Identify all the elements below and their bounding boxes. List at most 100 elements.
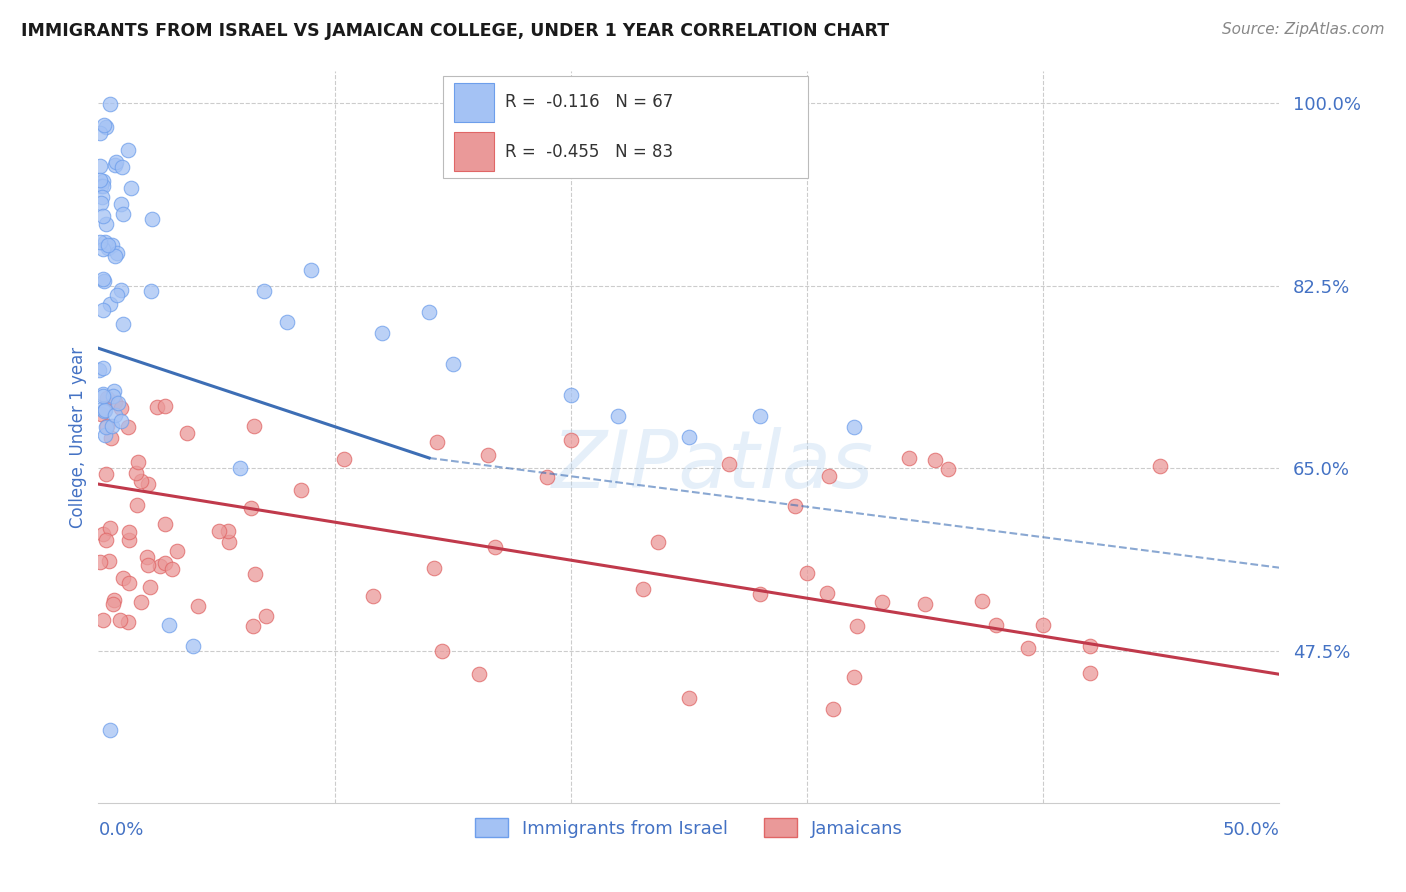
- Point: [872, 595, 894, 609]
- Point: [160, 562, 183, 576]
- Text: R =  -0.116   N = 67: R = -0.116 N = 67: [505, 94, 673, 112]
- Point: [129, 594, 152, 608]
- Point: [467, 667, 489, 681]
- Point: [89, 235, 111, 250]
- Point: [104, 408, 127, 422]
- Point: [1078, 666, 1101, 681]
- Point: [153, 556, 176, 570]
- Point: [93, 387, 115, 401]
- Point: [477, 448, 499, 462]
- Point: [125, 498, 148, 512]
- Point: [718, 457, 741, 471]
- Point: [89, 554, 111, 568]
- Point: [129, 475, 152, 489]
- Point: [96, 391, 118, 405]
- Point: [631, 582, 654, 596]
- Point: [93, 178, 115, 193]
- Text: 0.0%: 0.0%: [98, 821, 143, 839]
- Point: [155, 399, 177, 413]
- Point: [332, 452, 354, 467]
- Point: [91, 401, 114, 416]
- Point: [984, 618, 1007, 632]
- Point: [138, 580, 160, 594]
- Point: [103, 593, 125, 607]
- Point: [96, 419, 118, 434]
- Point: [136, 558, 159, 572]
- Point: [89, 159, 111, 173]
- Point: [96, 533, 118, 547]
- Point: [484, 540, 506, 554]
- Point: [796, 566, 818, 580]
- Point: [117, 615, 139, 629]
- Point: [105, 288, 128, 302]
- Point: [229, 461, 252, 475]
- Point: [100, 431, 122, 445]
- Point: [104, 394, 127, 409]
- Point: [93, 403, 115, 417]
- Point: [136, 549, 159, 564]
- Point: [117, 143, 139, 157]
- Point: [127, 455, 149, 469]
- Point: [139, 284, 162, 298]
- Point: [972, 593, 994, 607]
- Point: [90, 196, 112, 211]
- Point: [98, 521, 121, 535]
- Point: [94, 218, 117, 232]
- Point: [1080, 639, 1102, 653]
- Point: [107, 396, 129, 410]
- Point: [118, 575, 141, 590]
- Point: [93, 274, 115, 288]
- Point: [146, 400, 169, 414]
- Point: [187, 599, 209, 614]
- Point: [98, 296, 121, 310]
- Point: [218, 535, 240, 549]
- Point: [418, 304, 440, 318]
- Point: [748, 409, 770, 424]
- Point: [276, 315, 298, 329]
- Point: [91, 361, 114, 376]
- Point: [924, 452, 946, 467]
- Point: [844, 670, 866, 684]
- Point: [149, 559, 172, 574]
- Point: [938, 462, 960, 476]
- Point: [90, 190, 112, 204]
- Point: [253, 284, 276, 298]
- Point: [441, 357, 464, 371]
- Point: [91, 526, 114, 541]
- Point: [91, 174, 114, 188]
- Point: [98, 723, 121, 737]
- Point: [118, 524, 141, 539]
- Point: [103, 384, 125, 398]
- Point: [208, 524, 231, 538]
- Point: [678, 430, 700, 444]
- Point: [104, 249, 127, 263]
- Point: [1032, 618, 1054, 632]
- Point: [104, 155, 127, 169]
- Point: [112, 206, 135, 220]
- Point: [647, 535, 669, 549]
- Point: [110, 414, 132, 428]
- Point: [120, 181, 142, 195]
- Point: [101, 389, 124, 403]
- Point: [181, 639, 204, 653]
- Point: [108, 613, 131, 627]
- Point: [914, 597, 936, 611]
- Point: [423, 561, 446, 575]
- Point: [91, 389, 114, 403]
- Text: 50.0%: 50.0%: [1223, 821, 1279, 839]
- Point: [166, 544, 188, 558]
- Text: ZIPatlas: ZIPatlas: [551, 427, 873, 506]
- Point: [560, 434, 582, 448]
- Point: [112, 318, 135, 332]
- Point: [94, 427, 117, 442]
- Point: [1149, 458, 1171, 473]
- Point: [536, 470, 558, 484]
- Text: Source: ZipAtlas.com: Source: ZipAtlas.com: [1222, 22, 1385, 37]
- Point: [844, 419, 866, 434]
- Point: [821, 702, 844, 716]
- Point: [141, 211, 163, 226]
- Point: [101, 238, 124, 252]
- Point: [94, 402, 117, 417]
- Point: [136, 477, 159, 491]
- Point: [560, 388, 582, 402]
